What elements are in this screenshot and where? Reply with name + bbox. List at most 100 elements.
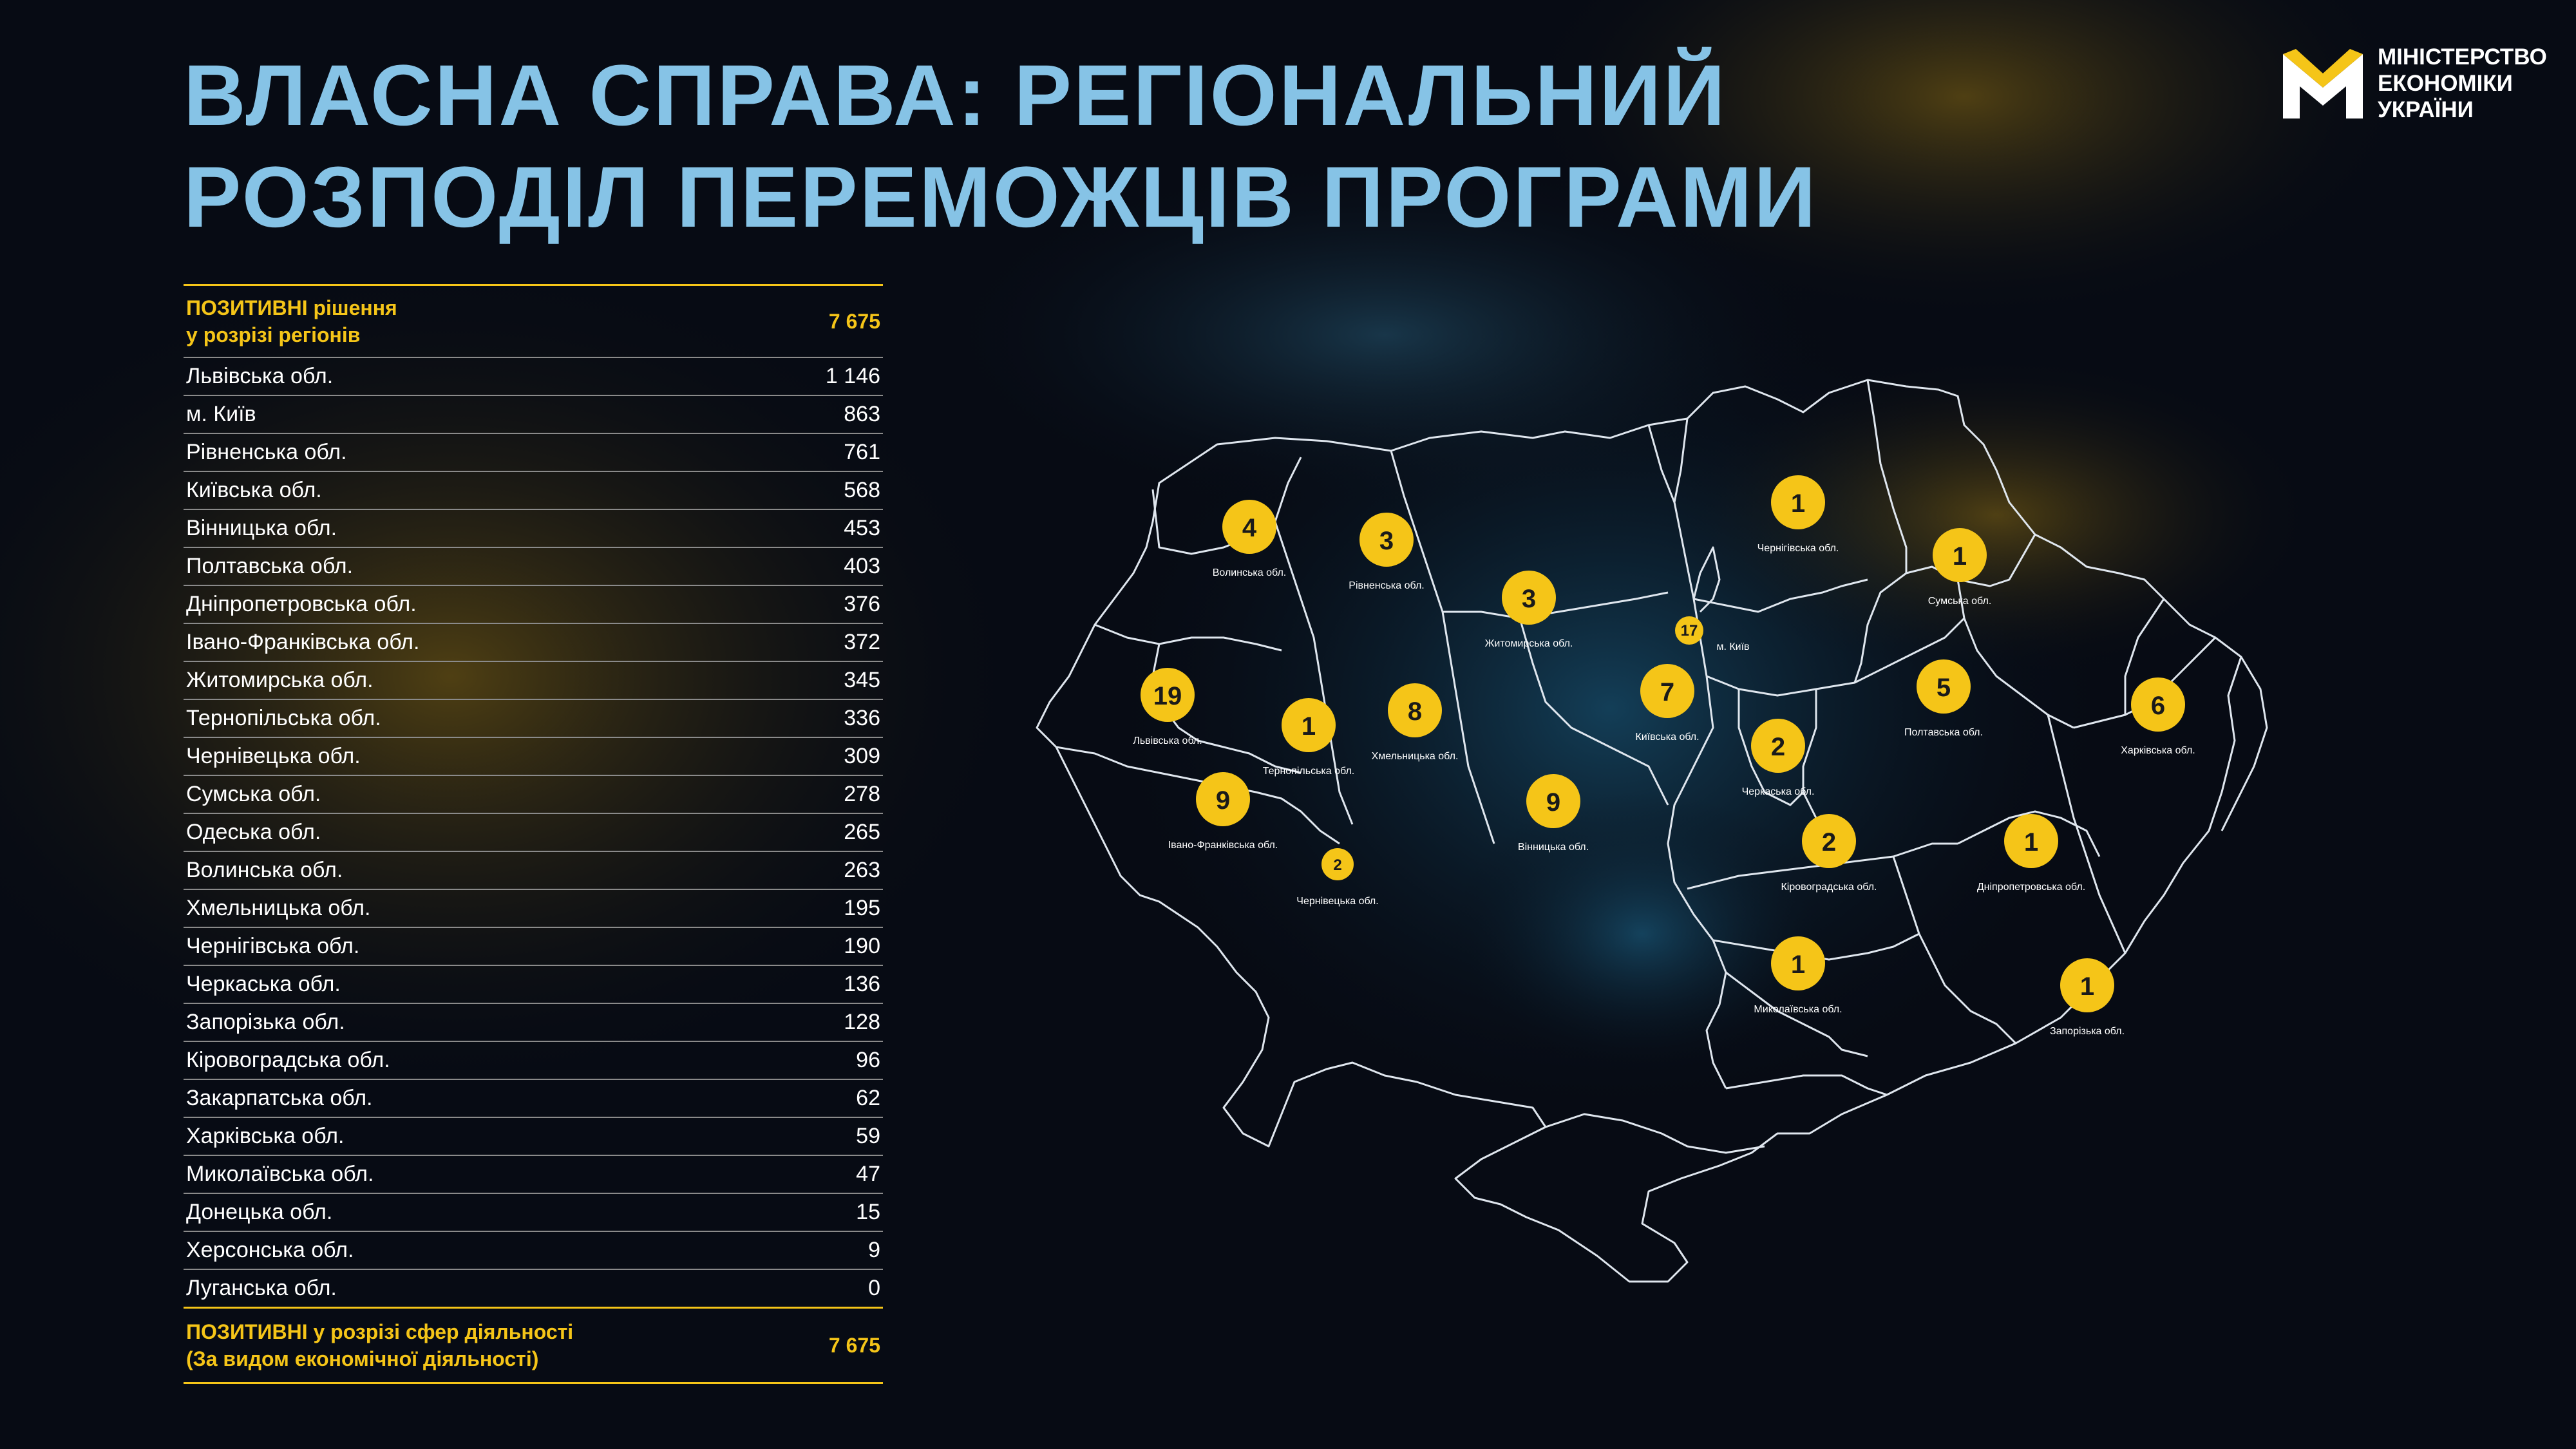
table-footer-label-line-2: (За видом економічної діяльності) [186, 1347, 539, 1370]
region-count: 9 [868, 1238, 880, 1262]
marker-label: Чернівецька обл. [1296, 896, 1378, 907]
marker-circle [1771, 936, 1825, 990]
logo-line-3: УКРАЇНИ [2378, 97, 2474, 122]
ministry-m-logo-icon [2283, 48, 2363, 118]
region-name: Івано-Франківська обл. [186, 630, 420, 654]
table-row: Сумська обл. 278 [184, 775, 883, 813]
table-row: м. Київ 863 [184, 395, 883, 433]
marker-label: Тернопільська обл. [1263, 766, 1354, 777]
marker-count: 5 [1937, 674, 1951, 702]
region-count: 863 [844, 402, 880, 426]
region-name: Черкаська обл. [186, 972, 341, 996]
marker-count: 9 [1546, 788, 1560, 817]
table-row: Львівська обл. 1 146 [184, 357, 883, 395]
marker-circle [1751, 719, 1805, 773]
marker-circle [1675, 616, 1703, 645]
map-marker-ternopil: 1 Тернопільська обл. [1263, 698, 1354, 777]
table-row: Рівненська обл. 761 [184, 433, 883, 471]
marker-circle [1282, 698, 1336, 752]
region-count: 0 [868, 1276, 880, 1300]
table-row: Дніпропетровська обл. 376 [184, 585, 883, 623]
region-count: 372 [844, 630, 880, 654]
region-count: 47 [856, 1162, 880, 1186]
map-marker-khmelnytskyi: 8 Хмельницька обл. [1372, 683, 1458, 762]
regions-table: ПОЗИТИВНІ рішення у розрізі регіонів 7 6… [184, 284, 883, 1384]
marker-circle [1640, 664, 1694, 718]
region-name: Харківська обл. [186, 1124, 345, 1148]
map-marker-kirovohrad: 2 Кіровоградська обл. [1781, 814, 1877, 893]
marker-count: 19 [1153, 682, 1182, 710]
table-row: Донецька обл. 15 [184, 1193, 883, 1231]
table-header-row: ПОЗИТИВНІ рішення у розрізі регіонів 7 6… [184, 284, 883, 357]
region-count: 263 [844, 858, 880, 882]
region-count: 136 [844, 972, 880, 996]
region-count: 128 [844, 1010, 880, 1034]
region-count: 453 [844, 516, 880, 540]
region-count: 761 [844, 440, 880, 464]
table-footer-label-line-1: ПОЗИТИВНІ у розрізі сфер діяльності [186, 1320, 574, 1343]
marker-circle [1196, 772, 1250, 826]
map-marker-poltava: 5 Полтавська обл. [1904, 659, 1983, 738]
logo-line-2: ЕКОНОМІКИ [2378, 71, 2513, 96]
region-name: Закарпатська обл. [186, 1086, 373, 1110]
map-marker-sumy: 1 Сумська обл. [1928, 528, 1992, 607]
table-footer-label: ПОЗИТИВНІ у розрізі сфер діяльності (За … [186, 1318, 573, 1372]
table-row: Одеська обл. 265 [184, 813, 883, 851]
ministry-logo: МІНІСТЕРСТВО ЕКОНОМІКИ УКРАЇНИ [2283, 44, 2547, 123]
marker-label: Харківська обл. [2121, 745, 2195, 756]
region-name: Рівненська обл. [186, 440, 347, 464]
region-name: Волинська обл. [186, 858, 343, 882]
marker-circle [2060, 958, 2114, 1012]
map-marker-cherkasy: 2 Черкаська обл. [1742, 719, 1814, 797]
map-marker-rivne: 3 Рівненська обл. [1349, 513, 1425, 591]
table-row: Полтавська обл. 403 [184, 547, 883, 585]
region-count: 376 [844, 592, 880, 616]
table-footer-value: 7 675 [828, 1334, 880, 1357]
region-name: Луганська обл. [186, 1276, 337, 1300]
table-row: Волинська обл. 263 [184, 851, 883, 889]
map-marker-chernihiv: 1 Чернігівська обл. [1757, 475, 1839, 554]
table-row: Тернопільська обл. 336 [184, 699, 883, 737]
marker-label: Івано-Франківська обл. [1168, 840, 1278, 851]
marker-circle [1771, 475, 1825, 529]
marker-label: Волинська обл. [1213, 567, 1286, 578]
region-count: 336 [844, 706, 880, 730]
marker-circle [1321, 848, 1354, 880]
region-count: 403 [844, 554, 880, 578]
region-name: Хмельницька обл. [186, 896, 371, 920]
map-marker-kyiv-city: 17 м. Київ [1675, 616, 1750, 652]
marker-count: 1 [2024, 828, 2038, 857]
table-row: Чернівецька обл. 309 [184, 737, 883, 775]
map-marker-mykolaiv: 1 Миколаївська обл. [1754, 936, 1842, 1015]
marker-circle [1917, 659, 1971, 714]
marker-circle [1222, 500, 1276, 554]
table-row: Київська обл. 568 [184, 471, 883, 509]
map-marker-zaporizhzhia: 1 Запорізька обл. [2050, 958, 2125, 1037]
map-marker-lviv: 19 Львівська обл. [1133, 668, 1202, 746]
region-name: Кіровоградська обл. [186, 1048, 390, 1072]
region-count: 1 146 [825, 364, 880, 388]
marker-label: Кіровоградська обл. [1781, 882, 1877, 893]
title-line-2: РОЗПОДІЛ ПЕРЕМОЖЦІВ ПРОГРАМИ [184, 149, 1818, 245]
marker-label: Рівненська обл. [1349, 580, 1424, 591]
marker-count: 1 [1302, 712, 1316, 741]
marker-circle [1802, 814, 1856, 868]
region-name: Донецька обл. [186, 1200, 333, 1224]
region-count: 568 [844, 478, 880, 502]
ukraine-map: 4 Волинська обл. 3 Рівненська обл. 3 Житомирс… [1036, 379, 2268, 1283]
map-marker-zhytomyr: 3 Житомирська обл. [1485, 571, 1573, 649]
marker-label: Миколаївська обл. [1754, 1004, 1842, 1015]
table-header-label: ПОЗИТИВНІ рішення у розрізі регіонів [186, 294, 397, 348]
region-count: 59 [856, 1124, 880, 1148]
table-row: Закарпатська обл. 62 [184, 1079, 883, 1117]
region-name: Дніпропетровська обл. [186, 592, 417, 616]
table-row: Запорізька обл. 128 [184, 1003, 883, 1041]
region-name: Житомирська обл. [186, 668, 374, 692]
marker-circle [1359, 513, 1414, 567]
marker-label: Запорізька обл. [2050, 1026, 2125, 1037]
marker-label: Сумська обл. [1928, 596, 1992, 607]
region-name: Полтавська обл. [186, 554, 354, 578]
region-name: Львівська обл. [186, 364, 334, 388]
region-name: Сумська обл. [186, 782, 321, 806]
